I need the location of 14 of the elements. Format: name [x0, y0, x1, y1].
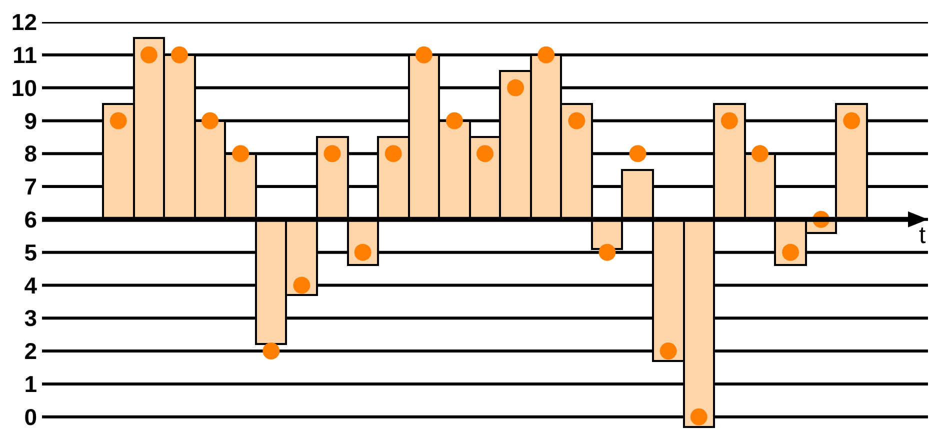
y-tick-label: 1: [24, 370, 38, 397]
x-axis-title: t: [919, 222, 926, 249]
y-tick-label: 2: [24, 338, 37, 364]
y-tick-label: 0: [24, 404, 37, 430]
y-tick-label: 3: [24, 305, 37, 332]
y-tick-label: 5: [24, 239, 38, 266]
y-tick-label: 4: [24, 272, 38, 298]
y-tick-label: 10: [11, 74, 37, 101]
y-tick-label: 6: [24, 206, 37, 232]
y-tick-label: 12: [11, 9, 37, 36]
y-tick-label: 11: [12, 42, 38, 68]
y-tick-label: 9: [24, 108, 37, 134]
y-tick-label: 7: [24, 174, 37, 200]
y-tick-label: 8: [24, 140, 38, 167]
